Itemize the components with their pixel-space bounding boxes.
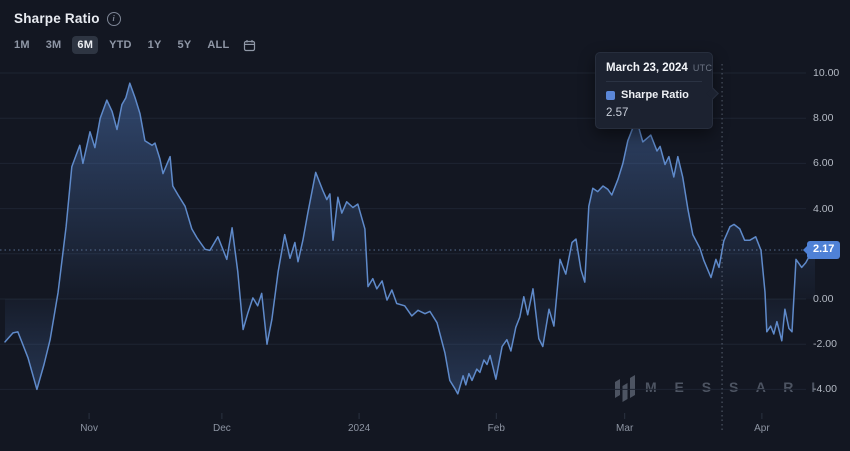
sharpe-ratio-line <box>4 82 816 395</box>
y-axis-tick-label: -4.00 <box>813 383 837 396</box>
y-axis-tick-label: 0.00 <box>813 293 834 305</box>
tooltip-value: 2.57 <box>606 107 629 119</box>
range-button-all[interactable]: ALL <box>202 36 234 54</box>
x-axis-tick-label: Dec <box>212 423 231 434</box>
range-button-3m[interactable]: 3M <box>41 36 67 54</box>
y-axis-tick-label: 10.00 <box>813 67 840 79</box>
range-button-1m[interactable]: 1M <box>9 36 35 54</box>
current-value-badge: 2.17 <box>802 240 841 259</box>
range-buttons: 1M 3M 6M YTD 1Y 5Y ALL <box>9 36 234 54</box>
range-button-6m[interactable]: 6M <box>72 36 99 54</box>
tooltip-timezone: UTC <box>692 63 713 73</box>
area-fill-positive <box>5 83 815 299</box>
tooltip-series-label: Sharpe Ratio <box>621 89 689 101</box>
tooltip-divider <box>606 81 702 82</box>
x-axis-tick-label: Mar <box>616 423 634 434</box>
tooltip-series-row: Sharpe Ratio <box>606 89 702 101</box>
y-axis-tick-label: 8.00 <box>813 112 834 125</box>
y-axis-tick-label: 6.00 <box>813 157 834 170</box>
tooltip-date: March 23, 2024 <box>606 62 688 74</box>
messari-watermark-text: M E S S A R I <box>645 378 823 395</box>
chart-tooltip: March 23, 2024 UTC Sharpe Ratio 2.57 <box>595 52 713 129</box>
chart-header: Sharpe Ratio i <box>14 11 121 26</box>
messari-watermark: M E S S A R I <box>615 371 822 402</box>
calendar-icon <box>244 39 256 51</box>
page-title: Sharpe Ratio <box>14 11 100 26</box>
calendar-button[interactable] <box>240 37 259 54</box>
series-swatch-icon <box>606 90 615 100</box>
y-axis-tick-label: -2.00 <box>813 338 837 351</box>
x-axis-tick-label: Apr <box>754 423 770 434</box>
time-range-selector: 1M 3M 6M YTD 1Y 5Y ALL <box>9 36 259 54</box>
range-button-ytd[interactable]: YTD <box>104 36 137 54</box>
y-axis-tick-label: 4.00 <box>813 202 834 215</box>
range-button-1y[interactable]: 1Y <box>143 36 167 54</box>
messari-logo-icon <box>615 375 635 402</box>
range-button-5y[interactable]: 5Y <box>173 36 197 54</box>
x-axis-tick-label: Nov <box>80 423 98 434</box>
tooltip-date-row: March 23, 2024 UTC <box>606 62 712 74</box>
x-axis-tick-label: 2024 <box>347 423 371 434</box>
info-icon[interactable]: i <box>106 11 121 26</box>
x-axis-tick-label: Feb <box>487 423 505 434</box>
